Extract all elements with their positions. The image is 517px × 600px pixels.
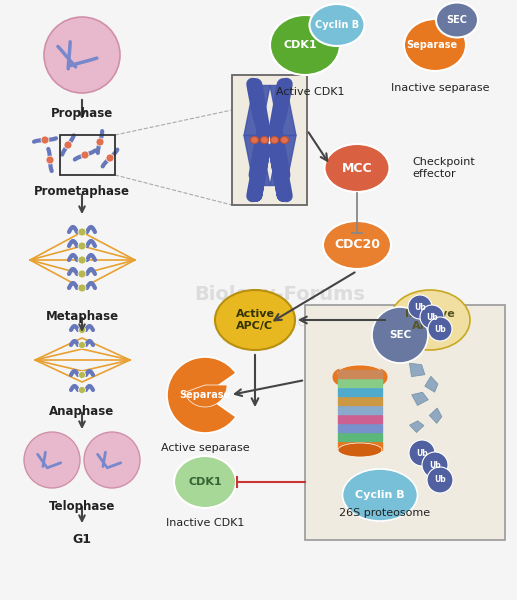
FancyBboxPatch shape (232, 75, 307, 205)
Bar (338, 397, 382, 405)
Ellipse shape (281, 136, 288, 143)
Ellipse shape (270, 136, 279, 143)
Ellipse shape (342, 469, 418, 521)
Circle shape (428, 317, 452, 341)
FancyBboxPatch shape (305, 305, 505, 540)
Text: Separase: Separase (406, 40, 458, 50)
Ellipse shape (325, 144, 389, 192)
Text: Inactive separase: Inactive separase (391, 83, 489, 93)
Circle shape (79, 341, 85, 349)
Circle shape (81, 151, 89, 159)
Ellipse shape (404, 19, 466, 71)
Polygon shape (429, 408, 442, 424)
Ellipse shape (390, 290, 470, 350)
Circle shape (420, 305, 444, 329)
Circle shape (46, 156, 54, 164)
Circle shape (408, 295, 432, 319)
Ellipse shape (261, 136, 268, 143)
Circle shape (78, 270, 86, 278)
Polygon shape (412, 392, 428, 406)
Text: Ub: Ub (426, 313, 438, 322)
Circle shape (84, 432, 140, 488)
Circle shape (44, 17, 120, 93)
Circle shape (79, 386, 85, 394)
Circle shape (427, 467, 453, 493)
Bar (338, 424, 382, 432)
Bar (338, 406, 382, 414)
Polygon shape (409, 363, 425, 377)
Circle shape (24, 432, 80, 488)
Circle shape (422, 452, 448, 478)
Text: Checkpoint
effector: Checkpoint effector (412, 157, 475, 179)
Text: Inactive
APC/C: Inactive APC/C (405, 309, 455, 331)
Text: Biology-Forums: Biology-Forums (194, 286, 366, 304)
Ellipse shape (436, 2, 478, 37)
Text: CDK1: CDK1 (283, 40, 317, 50)
Text: SEC: SEC (389, 330, 411, 340)
Circle shape (78, 228, 86, 236)
Text: Ub: Ub (434, 325, 446, 334)
Circle shape (78, 284, 86, 292)
Text: Anaphase: Anaphase (50, 405, 115, 418)
Wedge shape (185, 385, 227, 407)
Text: CDC20: CDC20 (334, 238, 380, 251)
Text: Metaphase: Metaphase (45, 310, 118, 323)
Text: G1: G1 (72, 533, 92, 546)
Circle shape (409, 440, 435, 466)
Circle shape (372, 307, 428, 363)
Text: Inactive CDK1: Inactive CDK1 (166, 518, 244, 528)
Polygon shape (409, 421, 424, 433)
Text: CDK1: CDK1 (188, 477, 222, 487)
Bar (338, 379, 382, 387)
Circle shape (96, 138, 104, 146)
Text: MCC: MCC (342, 161, 372, 175)
Text: SEC: SEC (447, 15, 467, 25)
Ellipse shape (215, 290, 295, 350)
Text: Prophase: Prophase (51, 107, 113, 120)
Text: Active CDK1: Active CDK1 (276, 87, 344, 97)
Ellipse shape (338, 443, 382, 457)
Text: Separase: Separase (179, 390, 231, 400)
Text: Prometaphase: Prometaphase (34, 185, 130, 198)
Circle shape (79, 371, 85, 379)
Circle shape (41, 136, 49, 144)
Bar (338, 442, 382, 450)
Text: Ub: Ub (414, 302, 426, 311)
Circle shape (79, 326, 85, 334)
Text: Ub: Ub (429, 461, 441, 469)
Ellipse shape (338, 365, 382, 381)
Text: .COM: .COM (293, 316, 327, 329)
Bar (338, 415, 382, 423)
Circle shape (78, 242, 86, 250)
Bar (338, 370, 382, 378)
Ellipse shape (251, 136, 258, 143)
Text: Cyclin B: Cyclin B (315, 20, 359, 30)
Circle shape (64, 141, 72, 149)
Text: Telophase: Telophase (49, 500, 115, 513)
Ellipse shape (310, 4, 364, 46)
Text: Active separase: Active separase (161, 443, 249, 453)
Text: 26S proteosome: 26S proteosome (340, 508, 431, 518)
Text: Cyclin B: Cyclin B (355, 490, 405, 500)
Text: Ub: Ub (434, 475, 446, 485)
Wedge shape (167, 357, 236, 433)
Text: Active
APC/C: Active APC/C (236, 309, 275, 331)
Bar (338, 388, 382, 396)
Ellipse shape (270, 15, 340, 75)
Bar (338, 433, 382, 441)
Ellipse shape (174, 456, 236, 508)
Polygon shape (425, 376, 438, 392)
Ellipse shape (323, 221, 391, 269)
Text: Ub: Ub (416, 449, 428, 457)
Circle shape (78, 256, 86, 264)
Circle shape (106, 154, 114, 162)
